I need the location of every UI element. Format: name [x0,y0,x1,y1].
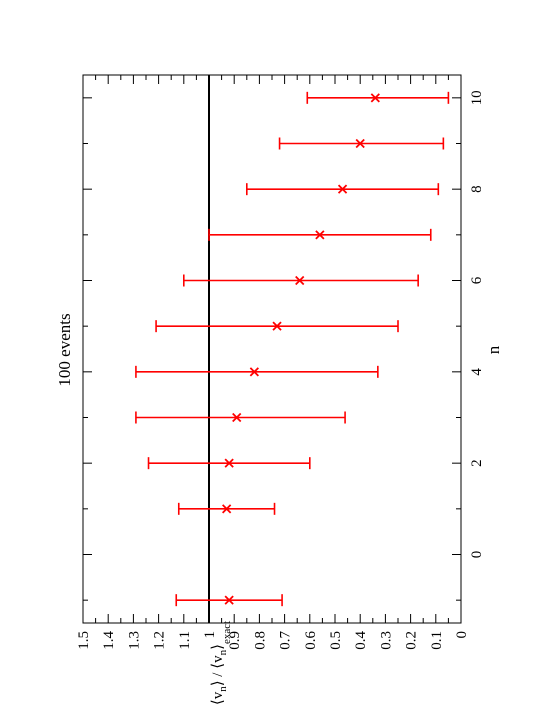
value-tick-label: 0.6 [303,631,319,650]
bracket-open-1: ⟨ [210,699,226,705]
n-tick-label: 8 [469,185,485,193]
n-tick-label: 2 [469,459,485,467]
value-tick-label: 0 [454,631,470,639]
n-tick-label: 4 [469,368,485,376]
data-point [224,458,234,468]
data-point [222,504,232,514]
ylabel-num-var: v [210,691,226,699]
data-point [370,93,380,103]
value-tick-label: 0.9 [227,631,243,650]
data-point [249,367,259,377]
plot-frame [82,74,462,624]
bracket-close-1: ⟩ [210,680,226,686]
value-tick-label: 1.2 [152,631,168,650]
ylabel-separator: / [210,669,226,681]
n-tick-label: 6 [469,276,485,284]
value-tick-label: 0.3 [378,631,394,650]
data-layer [135,91,450,607]
ylabel-num-sub: n [217,686,229,692]
ylabel-den-var: v [210,655,226,663]
tick-layer: 0 0.1 0.2 0.3 0.4 0.5 0.6 0.7 0.8 0.9 1 1.1 1.2 1.3 1.… [76,75,485,650]
value-tick-label: 1.1 [177,631,193,650]
value-tick-label: 0.5 [328,631,344,650]
data-point [224,595,234,605]
data-point [272,321,282,331]
value-tick-label: 1.5 [76,631,92,650]
y-axis-label: ⟨vn⟩ / ⟨vn⟩exact [210,621,233,705]
data-point [355,138,365,149]
ylabel-den-sup: exact [221,621,233,644]
plot-border [82,74,462,624]
value-tick-label: 0.4 [353,631,369,650]
value-tick-label: 0.1 [429,631,445,650]
value-tick-label: 0.2 [404,631,420,650]
data-point [232,412,242,423]
chart-title: 100 events [55,313,74,386]
value-tick-label: 1.3 [126,631,142,650]
value-tick-label: 0.8 [252,631,268,650]
data-point [337,184,348,194]
n-tick-label: 0 [469,551,485,559]
data-point [295,275,305,286]
x-axis-label: n [484,345,503,354]
bracket-close-2: ⟩ [210,644,226,650]
ylabel-den-sub: n [217,649,229,655]
value-tick-label: 0.7 [278,631,294,650]
value-tick-label: 1 [202,631,218,639]
data-point [315,230,325,240]
n-tick-label: 10 [469,90,485,105]
bracket-open-2: ⟨ [210,663,226,669]
value-tick-label: 1.4 [101,631,117,650]
